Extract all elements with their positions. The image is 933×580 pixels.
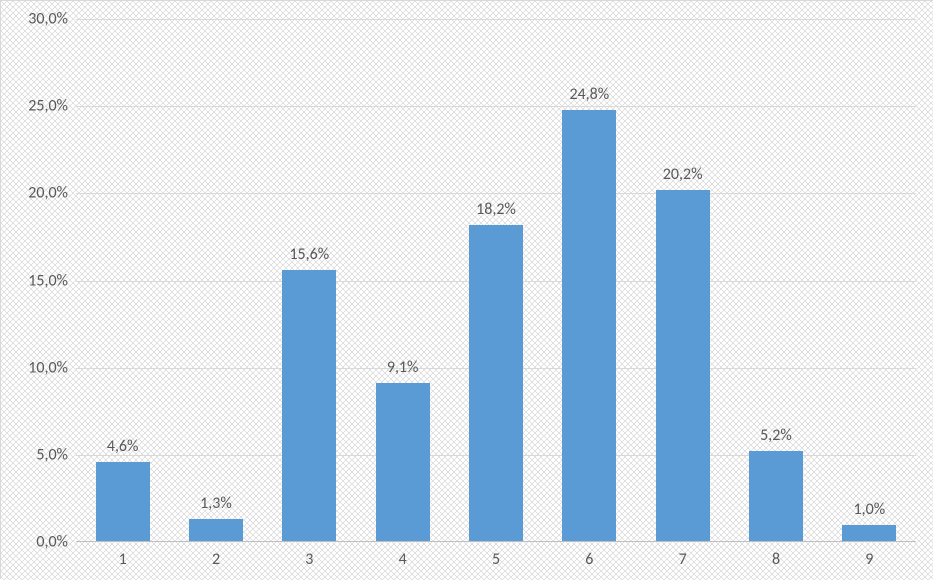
x-tick-label: 5 [492,542,500,569]
x-tick-label: 8 [772,542,780,569]
bar-chart: 0,0% 5,0% 10,0% 15,0% 20,0% 25,0% 30,0% 4,6% 1,… [0,0,933,579]
x-tick-label: 2 [212,542,220,569]
bar: 1,3% [189,519,243,542]
bar-value-label: 1,3% [200,494,232,519]
x-tick-label: 9 [865,542,873,569]
x-tick-label: 3 [305,542,313,569]
bar-value-label: 9,1% [387,358,419,383]
bar-value-label: 4,6% [107,437,139,462]
bar: 15,6% [282,270,336,542]
bar-value-label: 15,6% [289,245,329,270]
bar-value-label: 5,2% [760,426,792,451]
y-tick-label: 30,0% [28,10,76,29]
bar: 20,2% [656,190,710,542]
y-tick-label: 25,0% [28,97,76,116]
x-tick-label: 6 [585,542,593,569]
bars-layer: 4,6% 1,3% 15,6% 9,1% 18,2% 24,8% 20,2% 5,2% 1,0% [76,19,916,542]
bar-value-label: 24,8% [569,85,609,110]
bar: 24,8% [562,110,616,542]
bar: 5,2% [749,451,803,542]
y-tick-label: 20,0% [28,184,76,203]
bar-value-label: 18,2% [476,200,516,225]
y-tick-label: 15,0% [28,271,76,290]
plot-area: 0,0%5,0%10,0%15,0%20,0%25,0%30,0% 4,6%1,… [76,19,916,542]
bar: 4,6% [96,462,150,542]
bar-value-label: 20,2% [663,165,703,190]
y-tick-label: 5,0% [36,445,76,464]
y-tick-label: 0,0% [36,533,76,552]
bar: 18,2% [469,225,523,542]
y-tick-label: 10,0% [28,358,76,377]
bar-value-label: 1,0% [854,500,886,525]
x-tick-label: 1 [119,542,127,569]
bar: 9,1% [376,383,430,542]
bar: 1,0% [842,525,896,542]
x-tick-label: 4 [399,542,407,569]
x-tick-label: 7 [679,542,687,569]
